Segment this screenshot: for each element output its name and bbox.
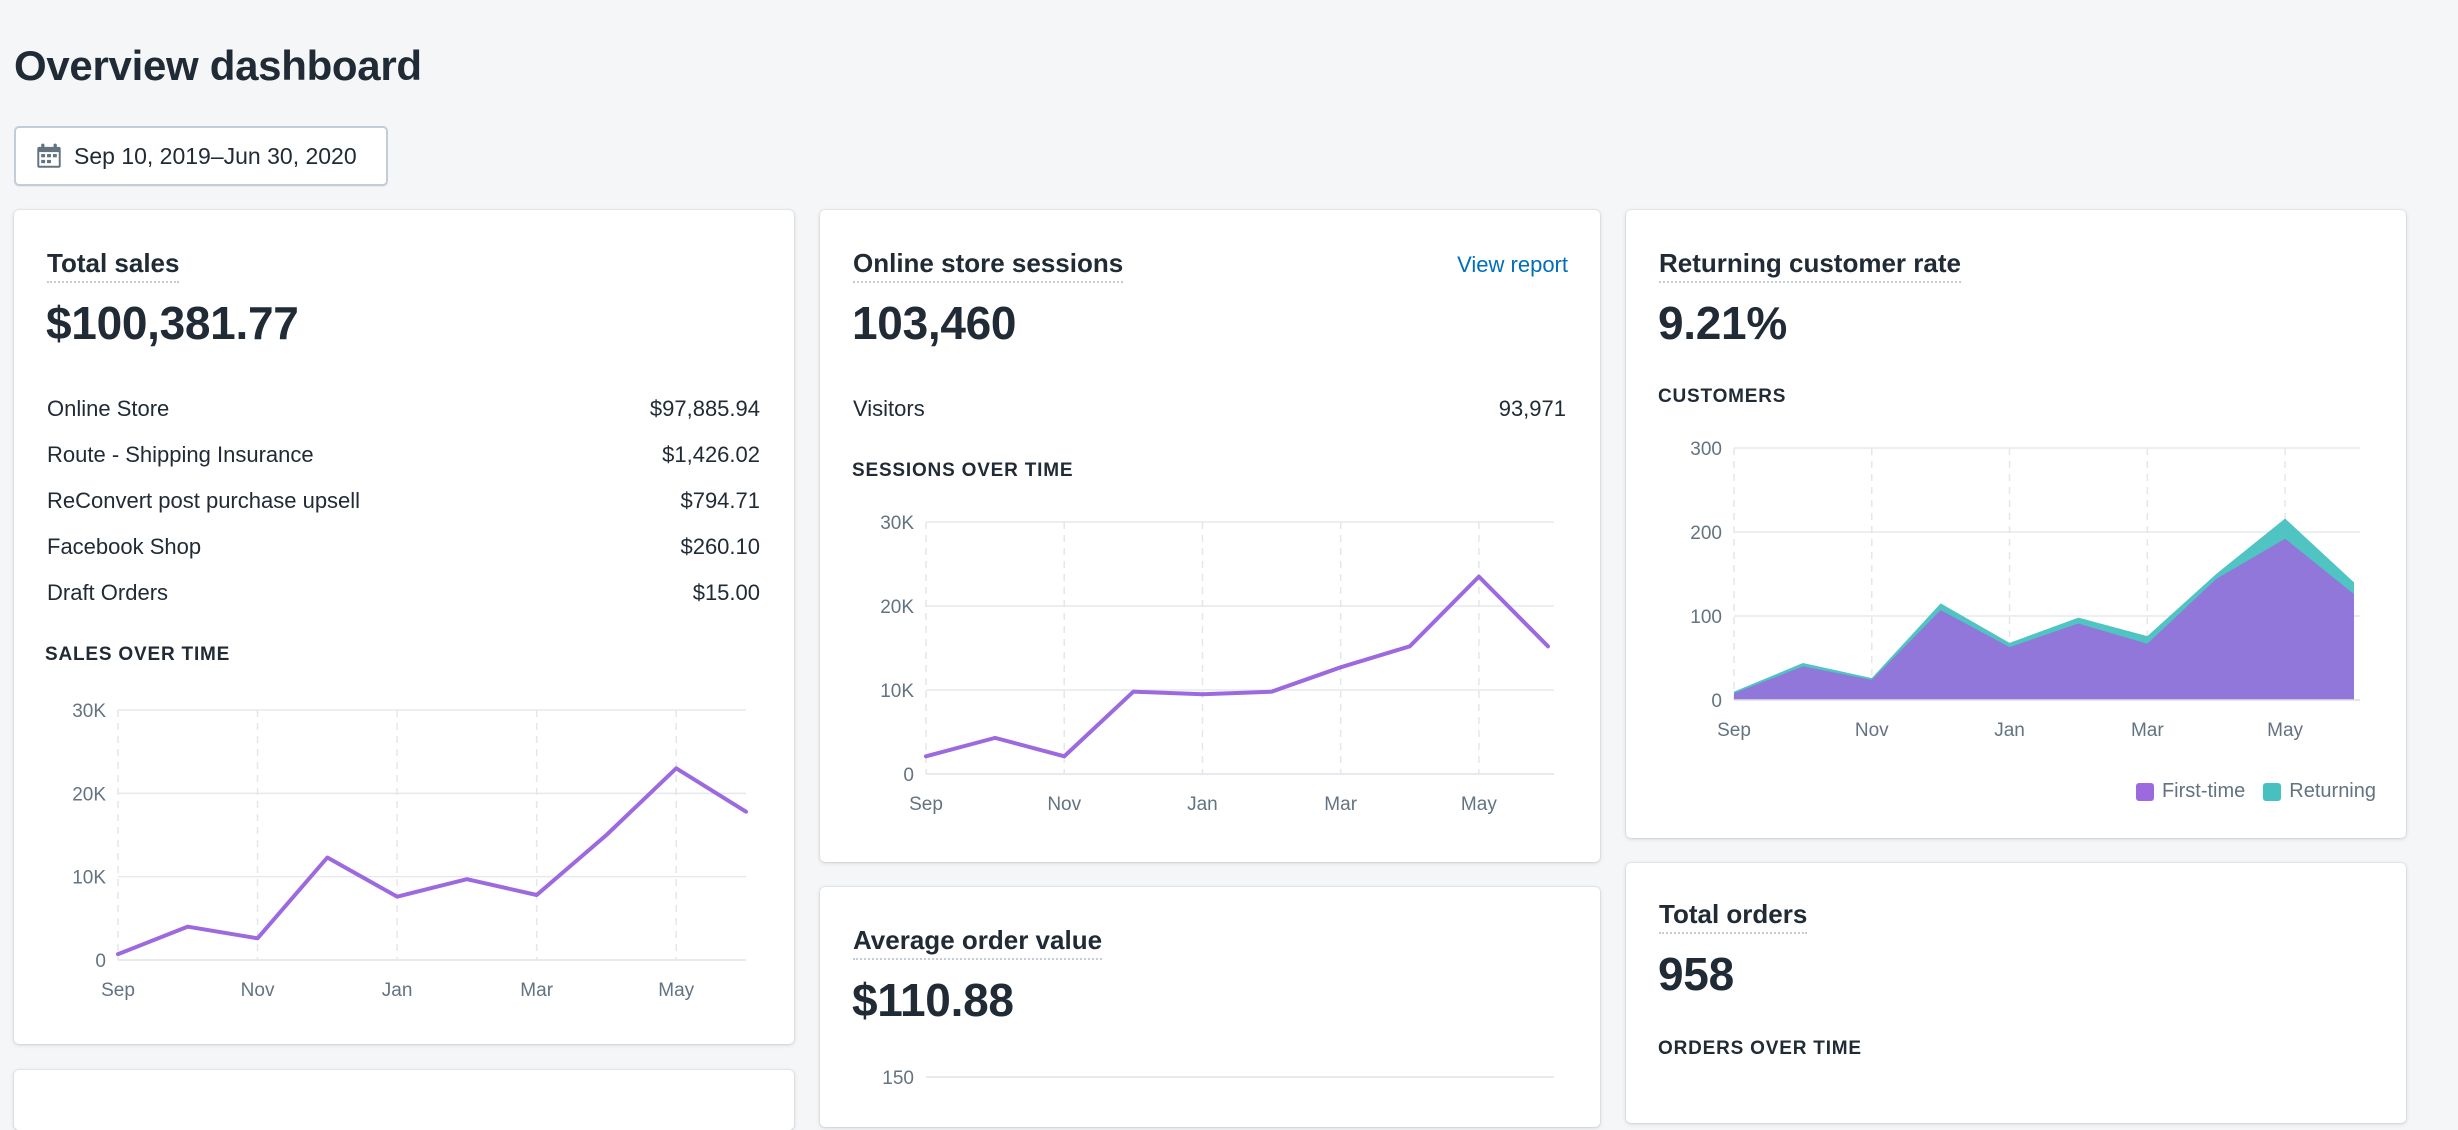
y-tick-label: 30K — [72, 701, 106, 722]
legend-item-first-time: First-time — [2136, 780, 2245, 803]
x-tick-label: Nov — [1047, 794, 1081, 815]
x-tick-label: Mar — [520, 980, 553, 1001]
x-tick-label: Jan — [382, 980, 413, 1001]
orders-chart-label: ORDERS OVER TIME — [1658, 1038, 1862, 1060]
sessions-over-time-chart: 0 10K 20K 30K Sep Nov Jan Mar May — [820, 210, 1600, 862]
x-tick-label: Nov — [1855, 720, 1889, 741]
aov-chart: 150 — [820, 887, 1600, 1127]
customers-area-chart: 0 100 200 300 Sep Nov Jan Mar May — [1626, 210, 2406, 838]
legend-item-returning: Returning — [2263, 780, 2376, 803]
y-tick-label: 0 — [1711, 691, 1722, 712]
y-tick-label: 100 — [1690, 607, 1722, 628]
y-tick-label: 10K — [880, 681, 914, 702]
y-tick-label: 200 — [1690, 523, 1722, 544]
first-time-area — [1734, 539, 2354, 700]
total-orders-value: 958 — [1658, 947, 1734, 1001]
returning-customer-card: Returning customer rate 9.21% CUSTOMERS … — [1626, 210, 2406, 838]
series-line — [926, 577, 1548, 757]
x-tick-label: Jan — [1187, 794, 1218, 815]
x-tick-label: Nov — [241, 980, 275, 1001]
x-tick-label: Mar — [1324, 794, 1357, 815]
y-tick-label: 10K — [72, 868, 106, 889]
partial-card — [14, 1070, 794, 1130]
x-tick-label: Mar — [2131, 720, 2164, 741]
sales-over-time-chart: 0 10K 20K 30K Sep Nov Jan Mar May — [14, 210, 794, 1044]
average-order-value-card: Average order value $110.88 150 — [820, 887, 1600, 1127]
date-range-label: Sep 10, 2019–Jun 30, 2020 — [74, 143, 357, 170]
x-tick-label: May — [2267, 720, 2303, 741]
legend-swatch — [2136, 783, 2154, 801]
y-tick-label: 0 — [903, 765, 914, 786]
x-tick-label: May — [1461, 794, 1497, 815]
legend-label: First-time — [2162, 780, 2245, 803]
legend-label: Returning — [2289, 780, 2376, 803]
page-title: Overview dashboard — [14, 42, 422, 90]
total-sales-card: Total sales $100,381.77 Online Store $97… — [14, 210, 794, 1044]
y-tick-label: 20K — [72, 784, 106, 805]
total-orders-title[interactable]: Total orders — [1659, 899, 1807, 934]
calendar-icon — [36, 143, 62, 169]
sessions-card: Online store sessions View report 103,46… — [820, 210, 1600, 862]
total-orders-card: Total orders 958 ORDERS OVER TIME — [1626, 863, 2406, 1123]
x-tick-label: Jan — [1994, 720, 2025, 741]
x-tick-label: Sep — [909, 794, 943, 815]
x-tick-label: Sep — [101, 980, 135, 1001]
x-tick-label: May — [658, 980, 694, 1001]
date-range-button[interactable]: Sep 10, 2019–Jun 30, 2020 — [14, 126, 388, 186]
x-tick-label: Sep — [1717, 720, 1751, 741]
y-tick-label: 20K — [880, 597, 914, 618]
y-tick-label: 0 — [95, 951, 106, 972]
y-tick-label: 300 — [1690, 439, 1722, 460]
legend-swatch — [2263, 783, 2281, 801]
series-line — [118, 768, 746, 954]
y-tick-label: 30K — [880, 513, 914, 534]
customers-legend: First-time Returning — [2118, 780, 2376, 803]
